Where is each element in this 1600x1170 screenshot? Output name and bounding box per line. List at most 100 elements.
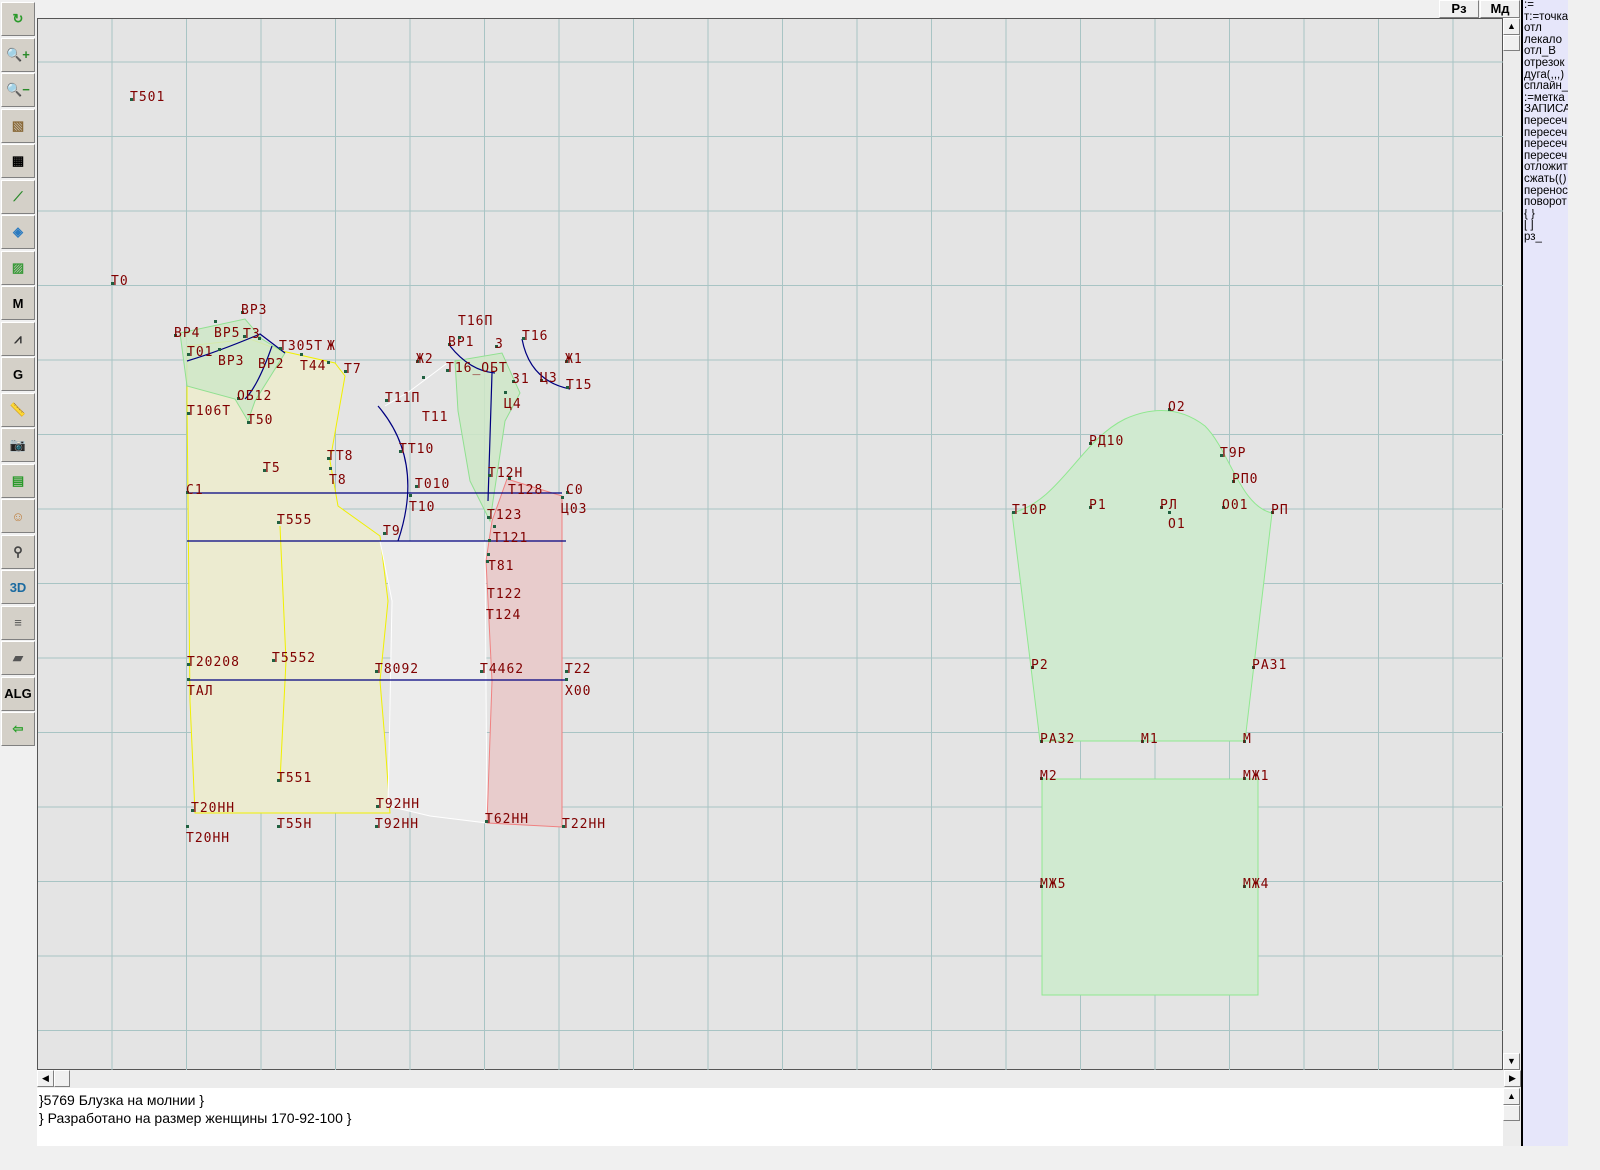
- back-side-piece[interactable]: [485, 478, 563, 828]
- command-item[interactable]: поворот: [1524, 197, 1567, 209]
- text-scroll-up-button[interactable]: ▲: [1503, 1088, 1520, 1105]
- back-yoke-piece[interactable]: [454, 352, 521, 523]
- point-marker[interactable]: [566, 491, 569, 494]
- point-marker[interactable]: [1243, 777, 1246, 780]
- point-marker[interactable]: [300, 353, 303, 356]
- point-marker[interactable]: [237, 397, 240, 400]
- point-marker[interactable]: [375, 825, 378, 828]
- zoom-in-button[interactable]: 🔍+: [1, 37, 35, 72]
- point-marker[interactable]: [174, 334, 177, 337]
- point-marker[interactable]: [488, 539, 491, 542]
- point-marker[interactable]: [277, 825, 280, 828]
- point-marker[interactable]: [214, 320, 217, 323]
- point-marker[interactable]: [562, 825, 565, 828]
- point-marker[interactable]: [344, 370, 347, 373]
- point-marker[interactable]: [191, 809, 194, 812]
- point-marker[interactable]: [329, 467, 332, 470]
- point-marker[interactable]: [1160, 506, 1163, 509]
- point-marker[interactable]: [241, 311, 244, 314]
- point-marker[interactable]: [327, 457, 330, 460]
- point-marker[interactable]: [111, 282, 114, 285]
- layout-map-button[interactable]: ◈: [1, 215, 35, 249]
- point-marker[interactable]: [1168, 408, 1171, 411]
- text-list-button[interactable]: ≡: [1, 605, 35, 640]
- portrait-photo-button[interactable]: ☺: [1, 499, 35, 533]
- vertical-scroll-thumb[interactable]: [1503, 35, 1520, 51]
- point-marker[interactable]: [187, 663, 190, 666]
- point-marker[interactable]: [1252, 666, 1255, 669]
- horizontal-scroll-thumb[interactable]: [54, 1070, 70, 1087]
- point-marker[interactable]: [272, 659, 275, 662]
- command-item[interactable]: ЗАПИСАТЬ: [1524, 104, 1568, 116]
- zoom-pattern-button[interactable]: ▧: [1, 108, 35, 143]
- point-marker[interactable]: [565, 360, 568, 363]
- text-scroll-thumb[interactable]: [1503, 1105, 1520, 1121]
- point-marker[interactable]: [561, 496, 564, 499]
- program-text-area[interactable]: }5769 Блузка на молнии } } Разработано н…: [37, 1088, 1503, 1146]
- command-item[interactable]: рз_: [1524, 231, 1542, 243]
- command-item[interactable]: лекало: [1524, 34, 1563, 46]
- point-marker[interactable]: [187, 678, 190, 681]
- point-marker[interactable]: [487, 516, 490, 519]
- point-marker[interactable]: [258, 337, 261, 340]
- point-marker[interactable]: [416, 360, 419, 363]
- exit-arrow-button[interactable]: ⇦: [1, 712, 35, 746]
- command-item[interactable]: :=метка: [1524, 92, 1565, 104]
- md-button[interactable]: Мд: [1480, 0, 1520, 18]
- 3d-button[interactable]: 3D: [1, 570, 35, 604]
- front-bodice-piece[interactable]: [186, 338, 391, 814]
- point-marker[interactable]: [508, 477, 511, 480]
- point-marker[interactable]: [277, 521, 280, 524]
- point-marker[interactable]: [1031, 666, 1034, 669]
- point-marker[interactable]: [247, 421, 250, 424]
- command-item[interactable]: отложить: [1524, 162, 1568, 174]
- point-marker[interactable]: [480, 670, 483, 673]
- point-marker[interactable]: [522, 337, 525, 340]
- point-marker[interactable]: [540, 379, 543, 382]
- command-item[interactable]: { }: [1524, 208, 1535, 220]
- point-marker[interactable]: [1243, 740, 1246, 743]
- point-marker[interactable]: [243, 335, 246, 338]
- command-item[interactable]: отл_В: [1524, 46, 1556, 58]
- point-marker[interactable]: [130, 98, 133, 101]
- cuff-piece[interactable]: [1041, 778, 1259, 996]
- point-marker[interactable]: [1012, 511, 1015, 514]
- command-item[interactable]: дуга(,,,): [1524, 69, 1565, 81]
- alg-button[interactable]: ALG: [1, 676, 35, 711]
- spreadsheet-button[interactable]: ▤: [1, 463, 35, 498]
- command-item[interactable]: сжать((): [1524, 173, 1567, 185]
- command-item[interactable]: перенос: [1524, 185, 1568, 197]
- point-marker[interactable]: [422, 376, 425, 379]
- point-marker[interactable]: [446, 369, 449, 372]
- point-marker[interactable]: [186, 825, 189, 828]
- refresh-button[interactable]: ↻: [1, 2, 35, 36]
- command-item[interactable]: :=: [1524, 0, 1534, 11]
- ruler-button[interactable]: 📏: [1, 392, 35, 427]
- point-marker[interactable]: [565, 670, 568, 673]
- command-item[interactable]: пересеч: [1524, 115, 1568, 127]
- point-marker[interactable]: [458, 336, 461, 339]
- jacket-button[interactable]: ⚲: [1, 534, 35, 569]
- horizontal-scrollbar[interactable]: ◀ ▶: [37, 1070, 1521, 1088]
- point-marker[interactable]: [327, 361, 330, 364]
- point-marker[interactable]: [279, 347, 282, 350]
- point-marker[interactable]: [566, 386, 569, 389]
- command-item[interactable]: [ ]: [1524, 220, 1534, 232]
- point-marker[interactable]: [493, 525, 496, 528]
- point-marker[interactable]: [1222, 506, 1225, 509]
- books-button[interactable]: ▰: [1, 641, 35, 675]
- point-marker[interactable]: [385, 399, 388, 402]
- command-item[interactable]: т:=точка: [1524, 11, 1568, 23]
- point-marker[interactable]: [1040, 777, 1043, 780]
- command-item[interactable]: сплайн_: [1524, 81, 1568, 93]
- command-item[interactable]: отл: [1524, 23, 1542, 35]
- point-marker[interactable]: [1141, 740, 1144, 743]
- line-segment-button[interactable]: ⟋: [1, 179, 35, 214]
- vertical-scrollbar[interactable]: ▲ ▼: [1503, 18, 1521, 1070]
- drawing-canvas[interactable]: Т501 Т0 ВР3 ВР4 ВР5 Т3 ВР2 Т01 ВР3 Т305Т Т44 Ж Т7 ОБ1…: [0, 0, 1503, 1071]
- point-marker[interactable]: [399, 450, 402, 453]
- point-marker[interactable]: [495, 345, 498, 348]
- point-marker[interactable]: [218, 348, 221, 351]
- command-item[interactable]: пересеч: [1524, 150, 1568, 162]
- pattern-g-button[interactable]: G: [1, 357, 35, 391]
